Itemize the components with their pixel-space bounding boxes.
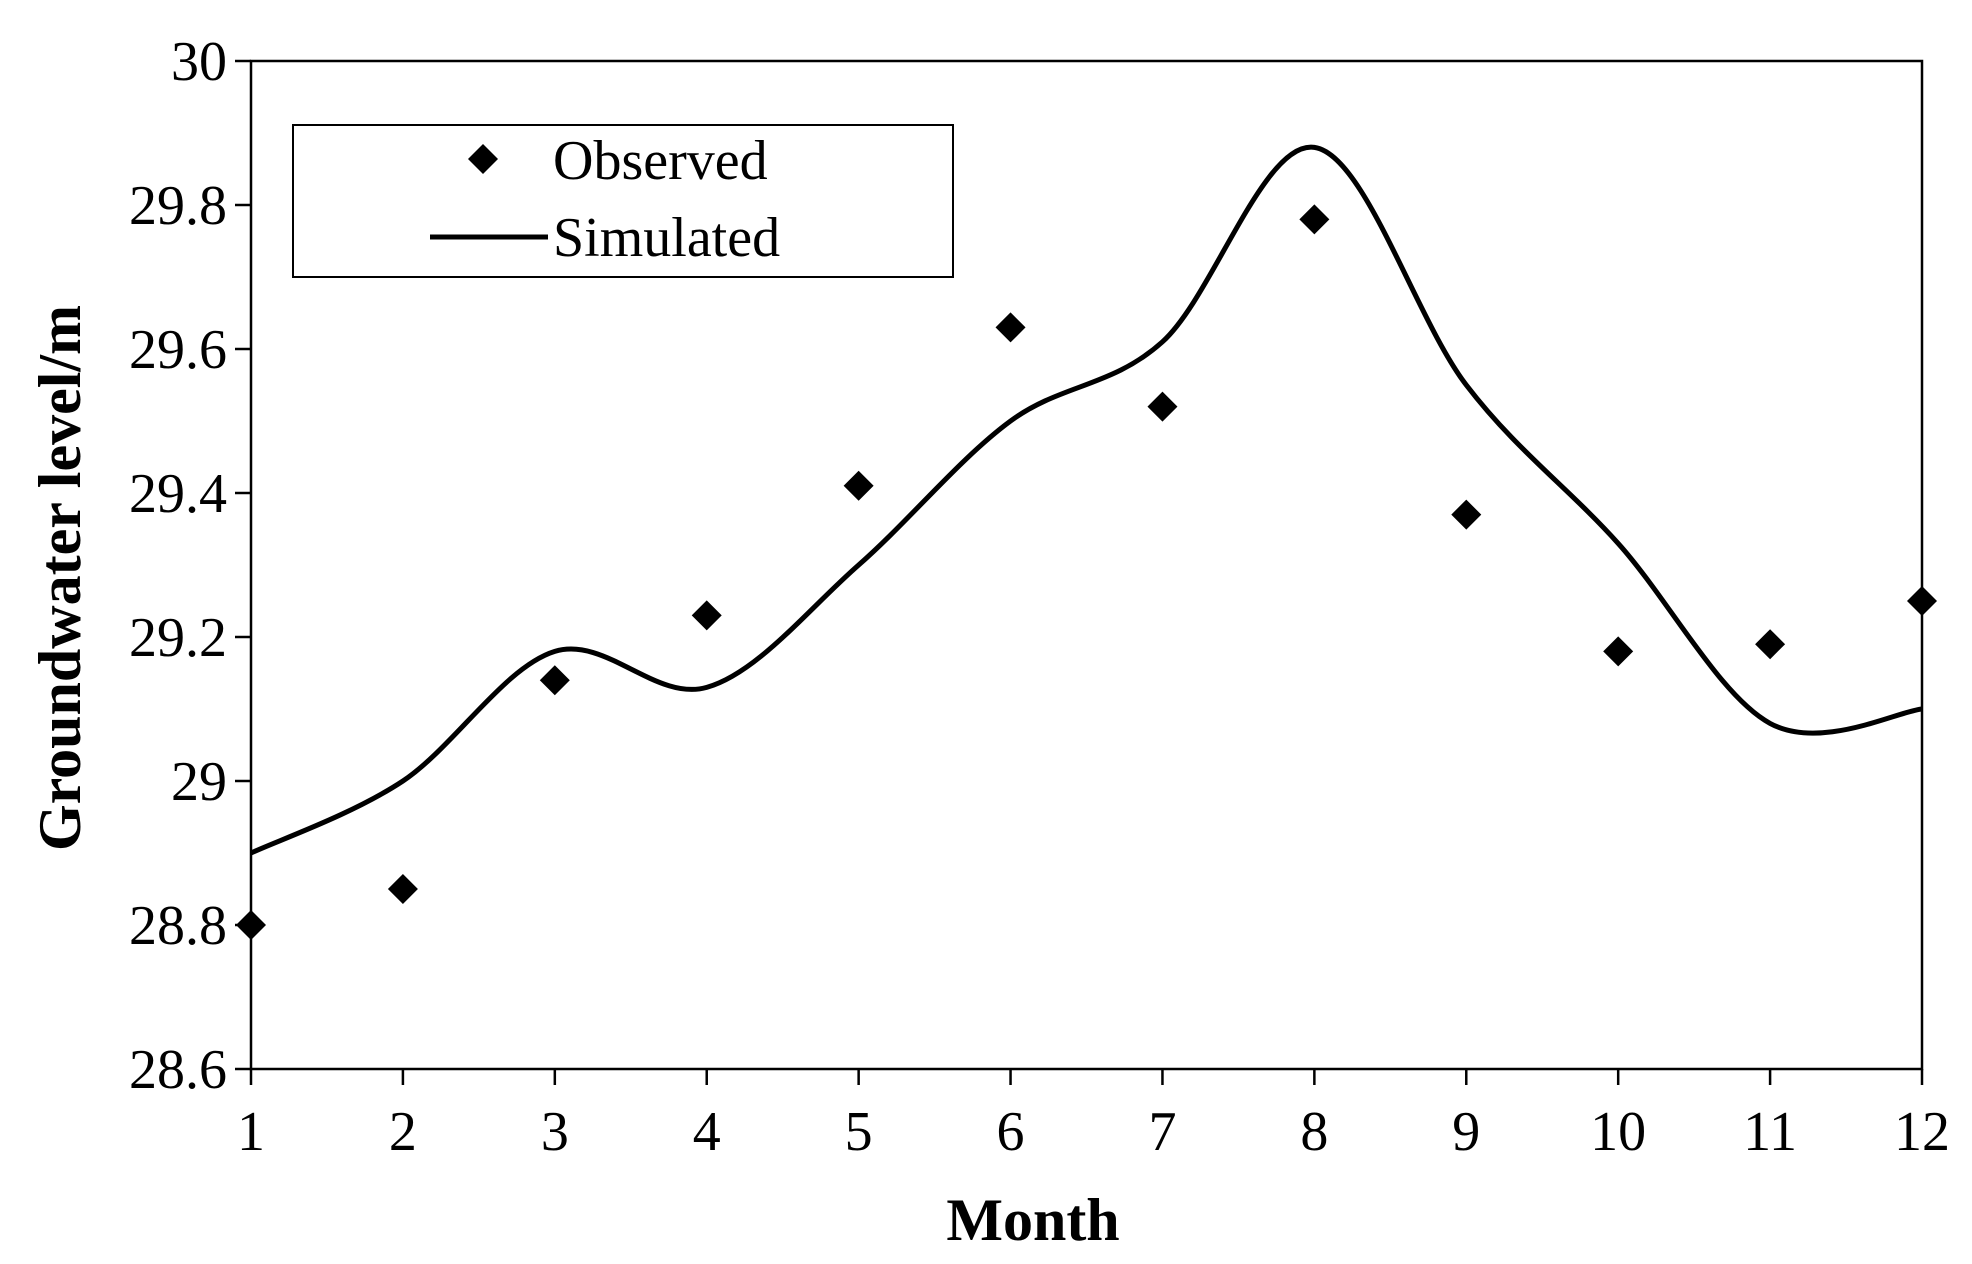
simulated-series-line	[249, 144, 1923, 856]
observed-data-point	[1907, 586, 1937, 616]
legend: Observed Simulated	[292, 124, 954, 278]
x-tick-label: 8	[1300, 1101, 1328, 1163]
x-tick-label: 9	[1452, 1101, 1480, 1163]
observed-data-point	[995, 312, 1026, 343]
x-axis-title: Month	[946, 1187, 1119, 1253]
x-tick-label: 10	[1590, 1101, 1646, 1163]
x-tick-label: 12	[1894, 1101, 1950, 1163]
x-tick-label: 3	[541, 1101, 569, 1163]
series	[236, 144, 1937, 940]
observed-data-point	[236, 910, 266, 940]
y-tick-label: 29.4	[129, 463, 227, 525]
axes	[249, 59, 1924, 1071]
y-axis-title: Groundwater level/m	[27, 305, 93, 851]
x-tick-label: 4	[693, 1101, 721, 1163]
legend-simulated-label: Simulated	[553, 207, 780, 269]
observed-data-point	[387, 874, 418, 904]
observed-data-point	[1451, 499, 1482, 530]
observed-data-point	[539, 665, 570, 696]
y-tick-label: 29.8	[129, 175, 227, 237]
y-tick-label: 30	[171, 31, 227, 93]
legend-observed-label: Observed	[553, 130, 768, 192]
plot-frame	[249, 59, 1924, 1071]
observed-data-point	[1603, 636, 1634, 667]
y-tick-label: 29.2	[129, 607, 227, 669]
legend-observed-marker	[468, 144, 498, 174]
observed-data-point	[691, 600, 722, 631]
observed-data-point	[1755, 629, 1786, 660]
x-tick-label: 5	[845, 1101, 873, 1163]
y-tick-label: 28.6	[129, 1039, 227, 1101]
observed-data-point	[843, 470, 874, 501]
x-tick-label: 6	[997, 1101, 1025, 1163]
x-tick-label: 11	[1743, 1101, 1797, 1163]
observed-data-point	[1147, 391, 1178, 422]
observed-data-point	[1299, 204, 1330, 235]
x-tick-label: 2	[389, 1101, 417, 1163]
y-tick-label: 29	[171, 751, 227, 813]
y-tick-label: 28.8	[129, 895, 227, 957]
x-tick-label: 7	[1148, 1101, 1176, 1163]
y-tick-label: 29.6	[129, 319, 227, 381]
x-tick-label: 1	[237, 1101, 265, 1163]
legend-box	[292, 124, 954, 278]
